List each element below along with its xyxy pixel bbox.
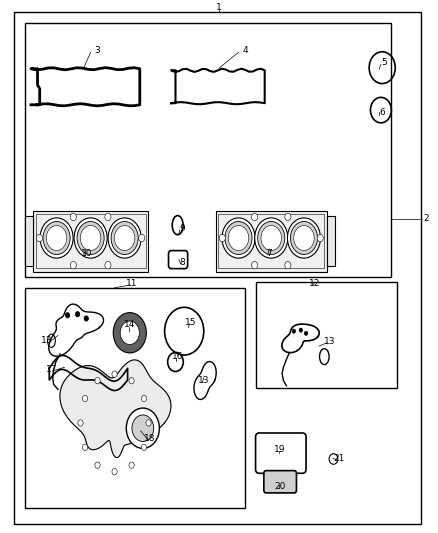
Bar <box>33 211 148 271</box>
Text: 11: 11 <box>126 279 138 288</box>
Text: 9: 9 <box>179 224 185 233</box>
Circle shape <box>255 218 288 258</box>
Circle shape <box>222 218 255 258</box>
Bar <box>25 22 391 277</box>
Text: 12: 12 <box>309 279 321 288</box>
Text: 20: 20 <box>274 482 286 491</box>
Circle shape <box>36 235 42 241</box>
Circle shape <box>126 408 159 448</box>
Bar <box>216 211 327 271</box>
Circle shape <box>258 222 285 254</box>
Circle shape <box>228 225 249 251</box>
Circle shape <box>114 225 135 251</box>
Circle shape <box>287 218 321 258</box>
Text: 13: 13 <box>41 336 53 345</box>
Circle shape <box>285 262 291 269</box>
Circle shape <box>304 331 308 335</box>
Text: 13: 13 <box>324 337 336 346</box>
Circle shape <box>290 222 318 254</box>
Circle shape <box>251 213 258 221</box>
Circle shape <box>261 225 282 251</box>
Text: 5: 5 <box>381 58 387 67</box>
Text: 6: 6 <box>379 108 385 117</box>
Circle shape <box>132 415 154 441</box>
Circle shape <box>113 313 146 353</box>
Circle shape <box>70 262 76 269</box>
Circle shape <box>285 213 291 221</box>
Text: 1: 1 <box>216 3 222 12</box>
Circle shape <box>129 377 134 384</box>
Text: 13: 13 <box>198 376 209 385</box>
Circle shape <box>225 222 252 254</box>
Circle shape <box>80 225 101 251</box>
Text: 8: 8 <box>179 258 185 266</box>
Circle shape <box>75 312 80 317</box>
Bar <box>327 216 335 266</box>
Circle shape <box>120 321 139 344</box>
FancyBboxPatch shape <box>264 471 297 493</box>
Text: 10: 10 <box>81 249 92 258</box>
Circle shape <box>84 316 88 321</box>
Circle shape <box>141 444 147 450</box>
Bar <box>256 282 397 389</box>
Bar <box>35 214 146 268</box>
Bar <box>25 288 245 508</box>
Circle shape <box>82 395 88 402</box>
Circle shape <box>299 328 303 332</box>
Circle shape <box>82 444 88 450</box>
Text: 17: 17 <box>46 366 57 374</box>
Text: 2: 2 <box>423 214 428 223</box>
Circle shape <box>112 469 117 475</box>
Circle shape <box>251 262 258 269</box>
Text: 14: 14 <box>124 320 135 329</box>
Text: 16: 16 <box>172 352 184 361</box>
Circle shape <box>317 235 323 241</box>
Text: 19: 19 <box>274 445 286 454</box>
Circle shape <box>219 235 225 241</box>
Circle shape <box>112 371 117 377</box>
Circle shape <box>129 462 134 469</box>
Circle shape <box>105 262 111 269</box>
Circle shape <box>74 218 107 258</box>
Text: 21: 21 <box>333 454 344 463</box>
Text: 4: 4 <box>242 46 248 55</box>
Circle shape <box>43 222 70 254</box>
Circle shape <box>111 222 138 254</box>
Circle shape <box>95 462 100 469</box>
Circle shape <box>77 222 104 254</box>
Circle shape <box>46 225 67 251</box>
Circle shape <box>139 235 145 241</box>
Polygon shape <box>60 360 171 458</box>
Text: 3: 3 <box>94 46 100 55</box>
Bar <box>219 214 324 268</box>
Text: 15: 15 <box>185 318 197 327</box>
Bar <box>25 216 33 266</box>
Circle shape <box>78 419 83 426</box>
Circle shape <box>108 218 141 258</box>
Circle shape <box>95 377 100 384</box>
Circle shape <box>70 213 76 221</box>
Circle shape <box>105 213 111 221</box>
Circle shape <box>146 419 151 426</box>
Circle shape <box>292 329 296 333</box>
Circle shape <box>65 313 70 318</box>
Circle shape <box>141 395 147 402</box>
Text: 7: 7 <box>266 249 272 258</box>
Text: 18: 18 <box>144 434 155 443</box>
Circle shape <box>294 225 314 251</box>
Circle shape <box>40 218 73 258</box>
